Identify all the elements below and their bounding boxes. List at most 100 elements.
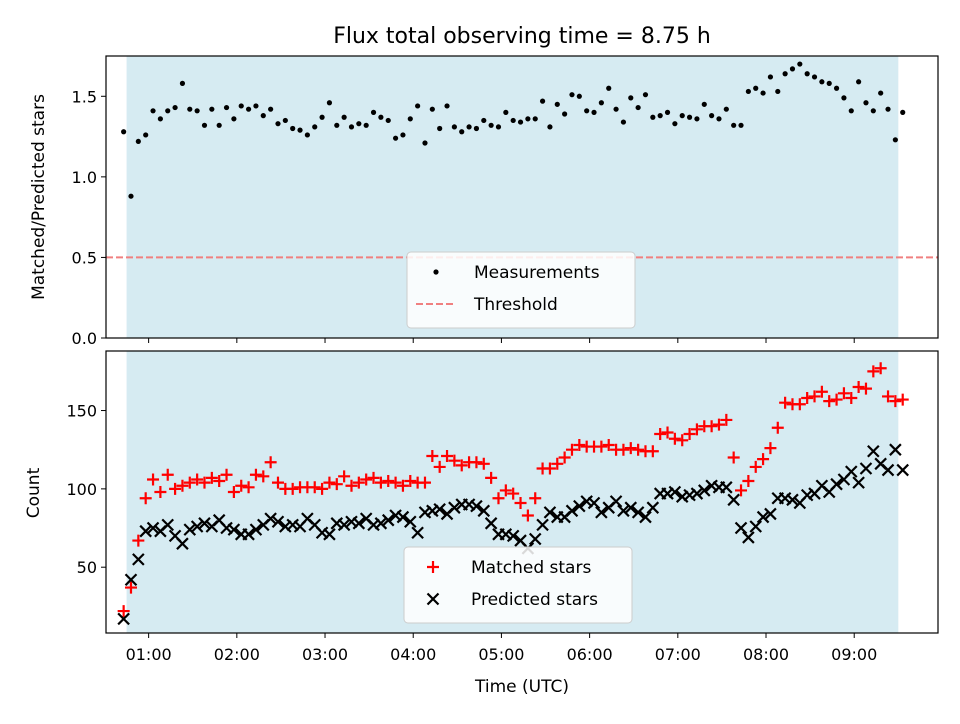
data-point xyxy=(352,517,366,530)
data-point xyxy=(543,462,556,475)
data-point xyxy=(117,605,130,618)
bottom-panel: 50 100 150 01:00 02:00 03:00 04:00 05:00 06:00 07… xyxy=(66,350,939,664)
data-point xyxy=(404,515,417,529)
data-point xyxy=(264,512,277,525)
data-point xyxy=(624,501,638,514)
data-point xyxy=(260,113,266,119)
data-point xyxy=(727,451,740,464)
data-point xyxy=(892,137,898,143)
data-point xyxy=(753,85,759,91)
data-point xyxy=(223,104,230,111)
data-point xyxy=(396,479,409,492)
x-tick-label: 05:00 xyxy=(478,645,524,664)
data-point xyxy=(543,506,557,519)
data-point xyxy=(360,473,373,486)
data-point xyxy=(584,108,590,114)
series-x xyxy=(117,443,909,626)
axes-frame xyxy=(105,55,939,339)
data-point xyxy=(900,109,906,115)
data-point xyxy=(132,534,145,547)
data-point xyxy=(426,449,439,462)
data-point xyxy=(613,106,619,112)
data-point xyxy=(415,103,421,109)
data-point xyxy=(606,85,612,91)
data-point xyxy=(889,395,902,408)
data-point xyxy=(679,113,685,119)
data-point xyxy=(194,108,200,114)
data-point xyxy=(470,499,483,513)
y-tick-label: 1.5 xyxy=(72,87,97,106)
data-point xyxy=(282,117,288,124)
data-point xyxy=(720,481,733,494)
data-point xyxy=(466,124,472,130)
data-point xyxy=(720,413,733,426)
data-point xyxy=(481,117,487,124)
data-point xyxy=(738,122,744,128)
data-point xyxy=(823,395,836,408)
data-point xyxy=(833,85,840,91)
data-point xyxy=(191,473,204,486)
data-point xyxy=(495,124,502,130)
data-point xyxy=(205,471,218,484)
data-point xyxy=(470,456,483,469)
data-point xyxy=(227,523,241,536)
data-point xyxy=(878,90,884,96)
data-point xyxy=(742,475,755,488)
data-point xyxy=(789,66,796,72)
top-panel: 0.0 0.5 1.0 1.5 Measurements Threshold xyxy=(72,55,939,348)
data-point xyxy=(745,88,751,95)
data-point xyxy=(418,476,431,489)
y-tick-label: 150 xyxy=(66,402,97,421)
data-point xyxy=(642,92,649,98)
data-point xyxy=(863,100,869,106)
data-point xyxy=(473,125,480,132)
data-point xyxy=(554,101,560,107)
data-point xyxy=(815,385,828,398)
data-point xyxy=(859,462,873,475)
data-point xyxy=(793,398,806,411)
data-point xyxy=(782,71,788,77)
data-point xyxy=(139,492,152,505)
data-point xyxy=(723,106,729,112)
data-point xyxy=(172,104,178,111)
data-point xyxy=(268,106,274,112)
data-point xyxy=(507,487,520,500)
data-point xyxy=(275,121,281,127)
legend-box xyxy=(403,546,633,624)
data-point xyxy=(169,482,182,495)
data-point xyxy=(304,132,310,138)
data-point xyxy=(484,517,498,530)
x-tick-label: 02:00 xyxy=(214,645,260,664)
data-point xyxy=(326,100,333,106)
data-point xyxy=(742,531,755,544)
axes-frame xyxy=(105,350,939,634)
data-point xyxy=(220,468,233,481)
data-point xyxy=(525,116,531,122)
data-point xyxy=(624,442,637,455)
legend-marker xyxy=(426,592,440,606)
legend: Matched stars Predicted stars xyxy=(403,546,633,624)
data-point xyxy=(764,507,777,521)
data-point xyxy=(844,465,858,478)
data-point xyxy=(668,432,681,445)
data-point xyxy=(271,515,285,529)
data-point xyxy=(139,524,152,538)
data-point xyxy=(859,382,872,395)
data-point xyxy=(165,108,171,114)
data-point xyxy=(308,481,321,494)
data-point xyxy=(573,439,586,451)
data-point xyxy=(852,476,865,489)
data-point xyxy=(381,513,395,527)
data-point xyxy=(874,362,887,375)
data-point xyxy=(154,486,167,498)
data-point xyxy=(264,456,277,469)
data-point xyxy=(422,140,428,146)
y-tick-label: 0.5 xyxy=(72,248,97,267)
data-point xyxy=(804,71,810,77)
data-point xyxy=(323,476,336,489)
data-point xyxy=(209,106,215,112)
data-point xyxy=(492,492,505,505)
data-point xyxy=(253,103,259,109)
data-point xyxy=(238,103,244,109)
data-point xyxy=(646,445,659,458)
